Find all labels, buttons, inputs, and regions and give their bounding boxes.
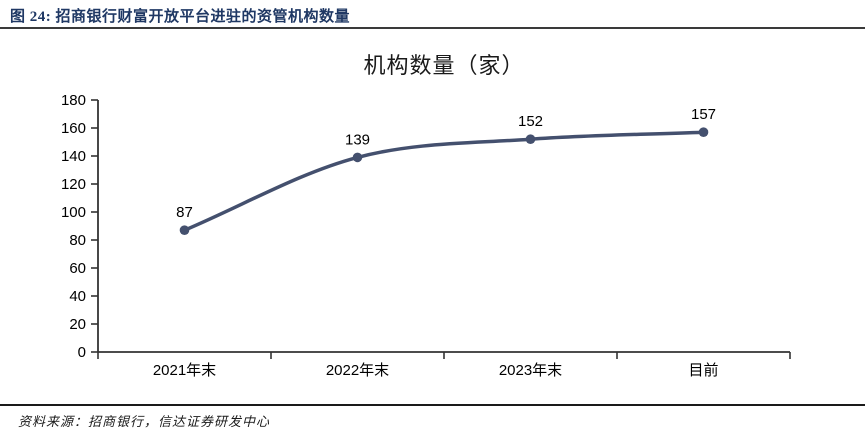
x-tick-label: 2023年末 [499, 362, 562, 379]
figure-caption: 图 24: 招商银行财富开放平台进驻的资管机构数量 [10, 9, 350, 25]
chart-title: 机构数量（家） [363, 53, 525, 78]
data-point [525, 134, 536, 144]
y-tick-label: 180 [61, 92, 86, 109]
y-tick-label: 100 [61, 204, 86, 221]
y-tick-label: 120 [61, 176, 86, 193]
data-label: 152 [518, 113, 543, 130]
y-tick-label: 20 [69, 316, 86, 333]
y-tick-label: 40 [69, 288, 86, 305]
data-point [698, 127, 709, 137]
header-divider [0, 27, 865, 29]
data-label: 139 [345, 131, 370, 148]
y-tick-label: 80 [69, 232, 86, 249]
data-label: 157 [691, 106, 716, 123]
series-line [182, 130, 706, 232]
source-note: 资料来源：招商银行，信达证券研发中心 [18, 414, 271, 429]
x-tick-label: 2022年末 [326, 362, 389, 379]
x-tick-label: 2021年末 [153, 362, 216, 379]
y-tick-label: 140 [61, 148, 86, 165]
y-tick-label: 60 [69, 260, 86, 277]
y-tick-label: 0 [78, 344, 86, 361]
footer-divider [0, 404, 865, 406]
data-point [352, 152, 363, 163]
y-tick-label: 160 [61, 120, 86, 137]
data-point [179, 225, 190, 235]
x-tick-label: 目前 [688, 362, 718, 379]
data-label: 87 [176, 204, 193, 221]
